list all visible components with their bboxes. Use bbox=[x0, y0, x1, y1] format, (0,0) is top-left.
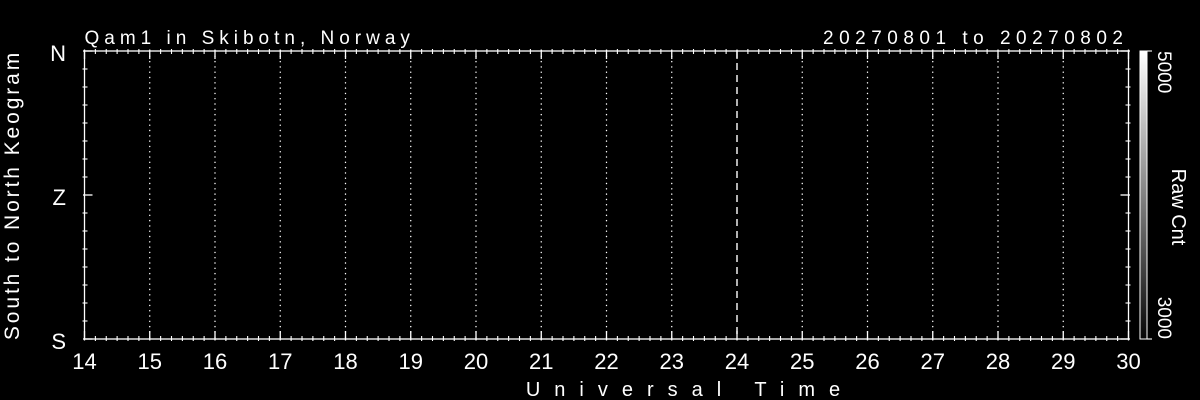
svg-text:24: 24 bbox=[725, 349, 749, 374]
svg-text:17: 17 bbox=[268, 349, 292, 374]
svg-text:21: 21 bbox=[529, 349, 553, 374]
svg-text:27: 27 bbox=[921, 349, 945, 374]
svg-text:20270801 to 20270802: 20270801 to 20270802 bbox=[823, 28, 1128, 49]
svg-text:Universal Time: Universal Time bbox=[526, 379, 854, 400]
svg-text:15: 15 bbox=[138, 349, 162, 374]
svg-text:28: 28 bbox=[986, 349, 1010, 374]
svg-text:Raw Cnt: Raw Cnt bbox=[1167, 169, 1189, 246]
svg-text:16: 16 bbox=[203, 349, 227, 374]
svg-text:30: 30 bbox=[1116, 349, 1140, 374]
svg-text:23: 23 bbox=[660, 349, 684, 374]
svg-text:26: 26 bbox=[855, 349, 879, 374]
svg-text:14: 14 bbox=[72, 349, 96, 374]
svg-text:3000: 3000 bbox=[1153, 297, 1174, 339]
svg-text:20: 20 bbox=[464, 349, 488, 374]
svg-text:25: 25 bbox=[790, 349, 814, 374]
svg-text:Z: Z bbox=[53, 185, 66, 210]
svg-text:29: 29 bbox=[1051, 349, 1075, 374]
svg-text:22: 22 bbox=[594, 349, 618, 374]
svg-text:N: N bbox=[50, 41, 66, 66]
svg-text:18: 18 bbox=[333, 349, 357, 374]
svg-text:19: 19 bbox=[399, 349, 423, 374]
svg-text:Qam1 in Skibotn, Norway: Qam1 in Skibotn, Norway bbox=[85, 28, 415, 49]
svg-text:5000: 5000 bbox=[1153, 51, 1174, 93]
svg-text:S: S bbox=[51, 329, 66, 354]
svg-text:South to North Keogram: South to North Keogram bbox=[1, 50, 24, 340]
